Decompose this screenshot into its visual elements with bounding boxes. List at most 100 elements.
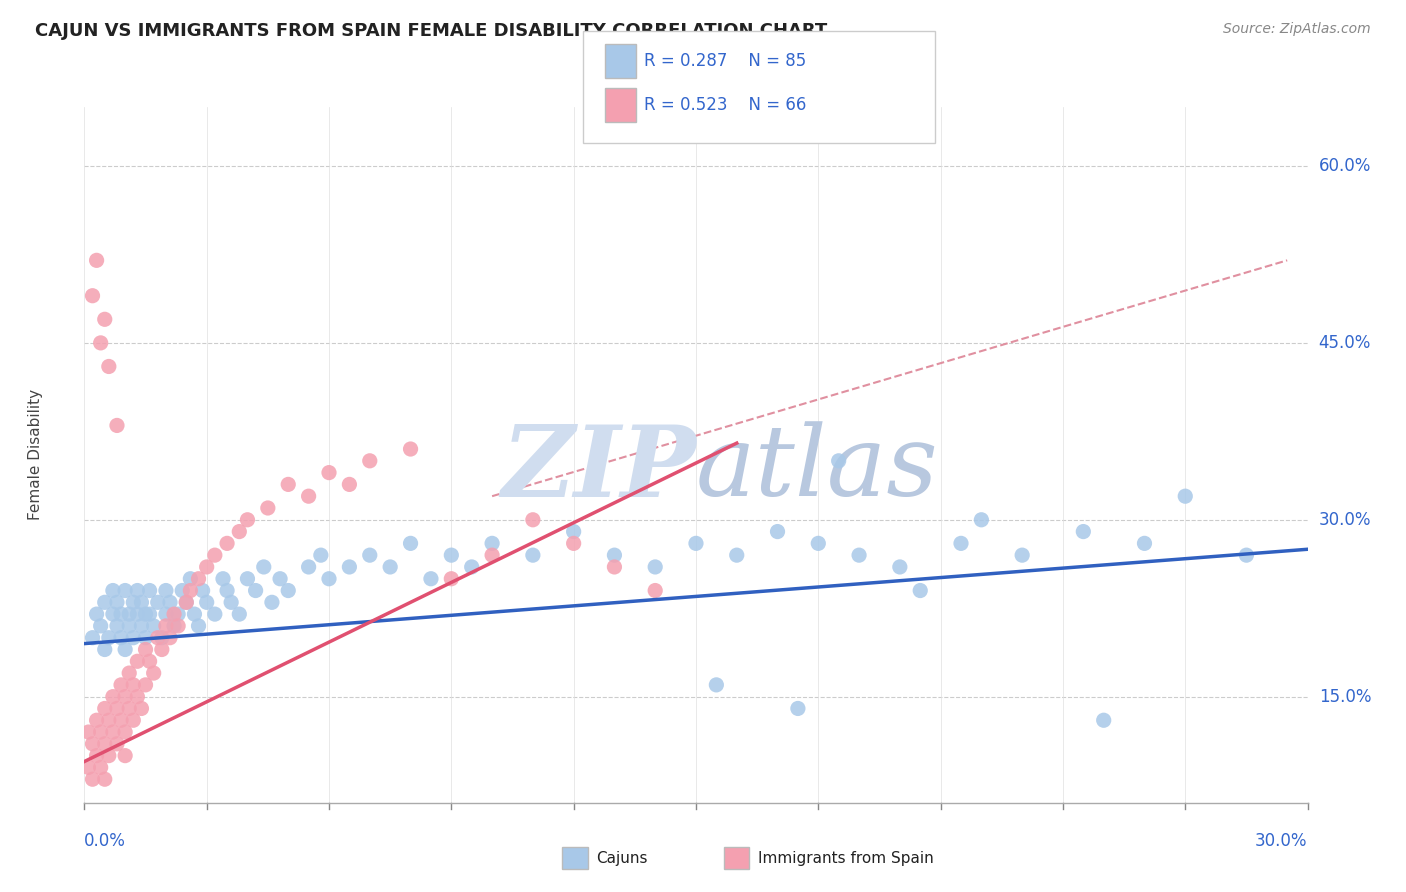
Text: 15.0%: 15.0% — [1319, 688, 1371, 706]
Point — [114, 725, 136, 739]
Point — [685, 536, 707, 550]
Point — [380, 560, 402, 574]
Point — [93, 642, 115, 657]
Point — [110, 678, 132, 692]
Text: Immigrants from Spain: Immigrants from Spain — [758, 851, 934, 865]
Point — [118, 666, 141, 681]
Point — [174, 595, 197, 609]
Point — [481, 548, 503, 562]
Point — [114, 690, 136, 704]
Point — [298, 560, 321, 574]
Point — [399, 536, 422, 550]
Point — [269, 572, 291, 586]
Point — [159, 595, 181, 609]
Point — [236, 513, 259, 527]
Point — [440, 548, 463, 562]
Point — [277, 583, 299, 598]
Point — [110, 631, 132, 645]
Text: R = 0.523    N = 66: R = 0.523 N = 66 — [644, 96, 806, 114]
Point — [217, 536, 239, 550]
Point — [204, 548, 226, 562]
Point — [562, 536, 585, 550]
Point — [101, 690, 124, 704]
Point — [93, 737, 115, 751]
Point — [217, 583, 239, 598]
Point — [174, 595, 197, 609]
Point — [77, 760, 100, 774]
Point — [807, 536, 830, 550]
Point — [725, 548, 748, 562]
Point — [848, 548, 870, 562]
Point — [97, 713, 120, 727]
Point — [122, 631, 145, 645]
Point — [97, 748, 120, 763]
Point — [167, 607, 190, 621]
Text: Female Disability: Female Disability — [28, 389, 44, 521]
Point — [787, 701, 810, 715]
Point — [105, 619, 128, 633]
Point — [122, 713, 145, 727]
Point — [97, 631, 120, 645]
Point — [970, 513, 993, 527]
Point — [110, 713, 132, 727]
Point — [105, 701, 128, 715]
Point — [167, 619, 190, 633]
Point — [318, 572, 340, 586]
Point — [522, 548, 544, 562]
Point — [77, 725, 100, 739]
Point — [142, 619, 165, 633]
Point — [118, 619, 141, 633]
Point — [114, 748, 136, 763]
Point — [228, 524, 250, 539]
Point — [257, 500, 280, 515]
Point — [82, 631, 104, 645]
Point — [359, 454, 381, 468]
Point — [97, 359, 120, 374]
Point — [1092, 713, 1115, 727]
Point — [644, 583, 666, 598]
Point — [118, 607, 141, 621]
Point — [101, 725, 124, 739]
Point — [204, 607, 226, 621]
Point — [187, 619, 209, 633]
Point — [135, 678, 157, 692]
Point — [481, 536, 503, 550]
Point — [309, 548, 332, 562]
Point — [82, 737, 104, 751]
Point — [127, 583, 149, 598]
Point — [253, 560, 276, 574]
Point — [90, 725, 112, 739]
Point — [122, 678, 145, 692]
Point — [138, 654, 160, 668]
Text: 45.0%: 45.0% — [1319, 334, 1371, 351]
Point — [82, 772, 104, 787]
Point — [219, 595, 242, 609]
Point — [163, 607, 186, 621]
Point — [420, 572, 443, 586]
Point — [122, 595, 145, 609]
Point — [908, 583, 931, 598]
Point — [163, 619, 186, 633]
Point — [127, 607, 149, 621]
Text: Cajuns: Cajuns — [596, 851, 648, 865]
Point — [131, 619, 153, 633]
Text: CAJUN VS IMMIGRANTS FROM SPAIN FEMALE DISABILITY CORRELATION CHART: CAJUN VS IMMIGRANTS FROM SPAIN FEMALE DI… — [35, 22, 827, 40]
Text: R = 0.287    N = 85: R = 0.287 N = 85 — [644, 52, 806, 70]
Point — [86, 607, 108, 621]
Point — [461, 560, 484, 574]
Point — [118, 701, 141, 715]
Point — [339, 477, 360, 491]
Point — [155, 583, 177, 598]
Point — [135, 607, 157, 621]
Point — [195, 595, 218, 609]
Point — [522, 513, 544, 527]
Point — [399, 442, 422, 456]
Point — [90, 760, 112, 774]
Point — [318, 466, 340, 480]
Point — [440, 572, 463, 586]
Point — [245, 583, 267, 598]
Point — [562, 524, 585, 539]
Point — [827, 454, 849, 468]
Point — [101, 583, 124, 598]
Point — [86, 713, 108, 727]
